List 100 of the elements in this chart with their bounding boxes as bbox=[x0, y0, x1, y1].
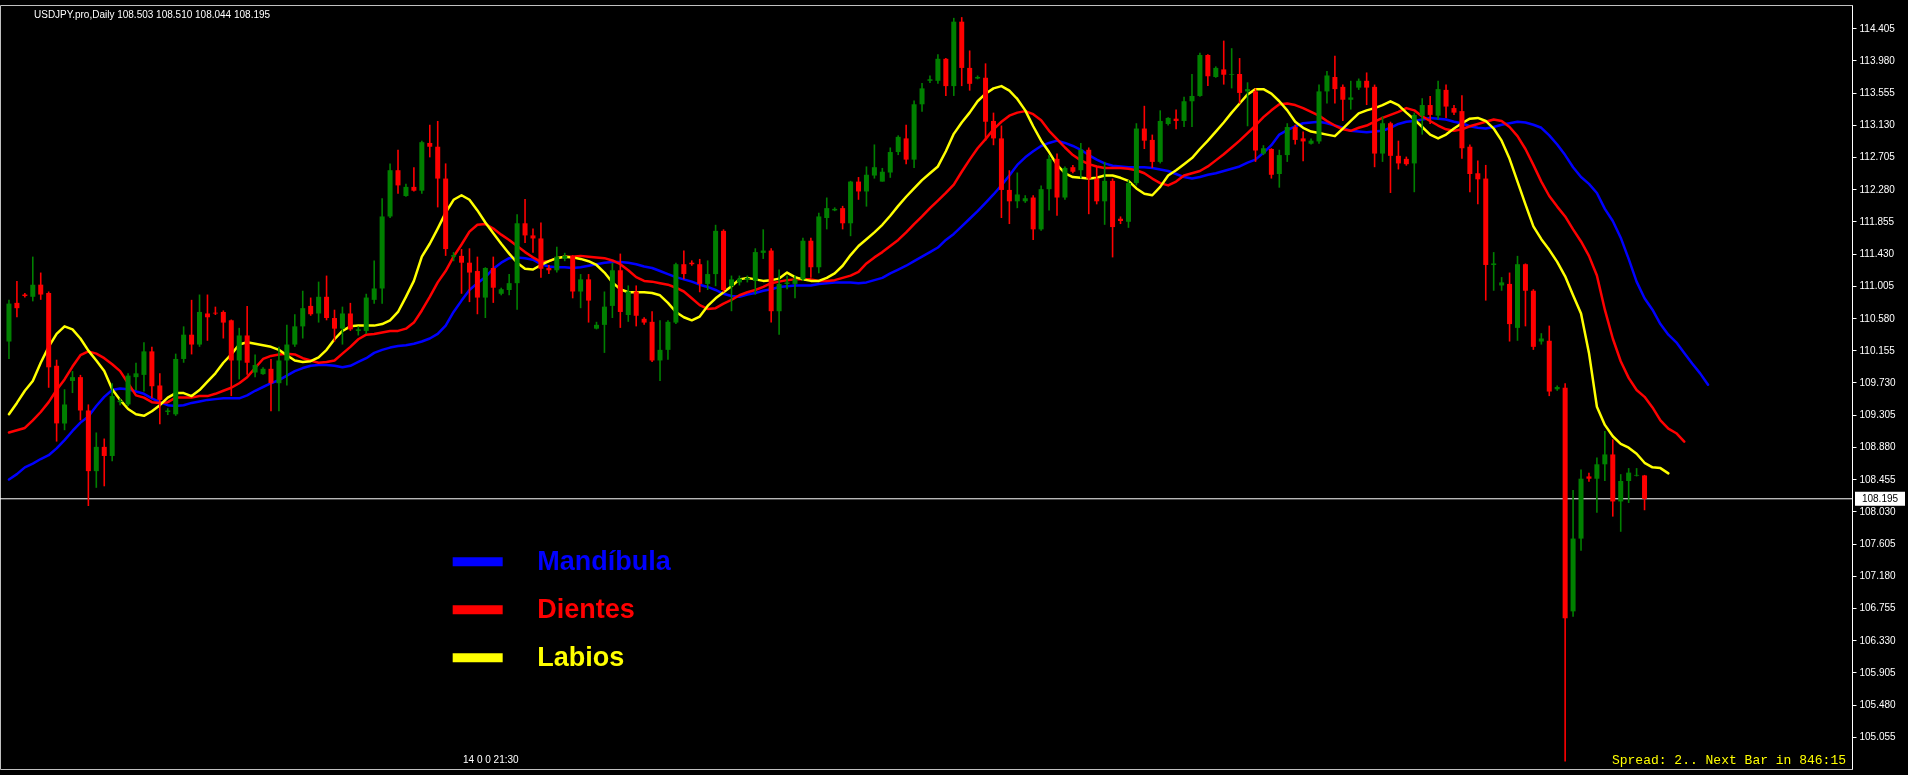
candlestick bbox=[1141, 105, 1147, 150]
y-tick-label: 105.905 bbox=[1859, 666, 1897, 678]
candlestick bbox=[459, 248, 465, 295]
candlestick bbox=[1149, 133, 1155, 169]
candlestick bbox=[1618, 473, 1624, 533]
annotation: 14 0 0 21:30 bbox=[463, 754, 520, 765]
candlestick bbox=[300, 289, 306, 340]
candlestick bbox=[347, 302, 353, 332]
y-tick-label: 109.305 bbox=[1859, 409, 1897, 421]
candlestick bbox=[1078, 142, 1084, 180]
y-tick-label: 112.705 bbox=[1859, 151, 1896, 163]
candlestick bbox=[887, 146, 893, 179]
y-tick-label: 107.605 bbox=[1859, 538, 1897, 550]
candlestick bbox=[1189, 73, 1195, 128]
candlestick bbox=[578, 273, 584, 309]
candlestick bbox=[871, 143, 877, 180]
candlestick bbox=[1245, 81, 1251, 128]
candlestick bbox=[157, 372, 163, 425]
candlestick bbox=[1364, 71, 1370, 106]
y-tick-label: 113.555 bbox=[1859, 87, 1896, 99]
candlestick bbox=[30, 255, 36, 303]
y-tick-label: 111.005 bbox=[1859, 280, 1895, 292]
candlestick bbox=[14, 280, 20, 319]
y-tick-label: 112.280 bbox=[1859, 183, 1896, 195]
candlestick bbox=[1443, 83, 1449, 119]
candlestick bbox=[1221, 39, 1227, 86]
candlestick bbox=[1006, 169, 1012, 225]
candlestick bbox=[141, 341, 147, 393]
candlestick bbox=[625, 284, 631, 323]
candlestick bbox=[856, 176, 862, 201]
candlestick bbox=[220, 309, 226, 340]
candlestick bbox=[601, 290, 607, 354]
candlestick bbox=[339, 305, 345, 346]
candlestick bbox=[1642, 474, 1648, 512]
y-tick-label: 105.055 bbox=[1859, 731, 1897, 743]
candlestick bbox=[308, 296, 314, 317]
y-tick-label: 106.330 bbox=[1859, 634, 1897, 646]
candlestick bbox=[276, 346, 282, 413]
candlestick bbox=[919, 82, 925, 113]
candlestick bbox=[316, 280, 322, 324]
candlestick bbox=[292, 313, 298, 348]
candlestick bbox=[1300, 130, 1306, 162]
candlestick bbox=[427, 123, 433, 159]
y-tick-label: 108.455 bbox=[1859, 473, 1897, 485]
candlestick bbox=[1205, 53, 1211, 87]
candlestick bbox=[554, 245, 560, 274]
candlestick bbox=[1419, 97, 1425, 136]
y-tick-label: 106.755 bbox=[1859, 602, 1897, 614]
candlestick bbox=[268, 358, 274, 413]
candlestick bbox=[530, 227, 536, 254]
candlestick bbox=[697, 258, 703, 294]
legend-label: Dientes bbox=[537, 593, 635, 624]
candlestick bbox=[863, 165, 869, 208]
candlestick bbox=[371, 259, 377, 305]
candlestick bbox=[657, 319, 663, 382]
candlestick bbox=[490, 255, 496, 304]
candlestick bbox=[1173, 108, 1179, 131]
candlestick bbox=[506, 273, 512, 297]
candlestick bbox=[728, 274, 734, 313]
candlestick bbox=[1332, 54, 1338, 105]
candlestick bbox=[824, 196, 830, 231]
y-tick-label: 109.730 bbox=[1859, 376, 1897, 388]
candlestick bbox=[165, 407, 171, 416]
candlestick bbox=[705, 259, 711, 291]
candlestick bbox=[466, 247, 472, 303]
candlestick bbox=[1594, 456, 1600, 514]
candlestick bbox=[101, 437, 107, 488]
candlestick bbox=[62, 388, 68, 431]
annotation: Spread: 2.. Next Bar in 846:15 bbox=[1611, 753, 1846, 768]
candlestick bbox=[1395, 139, 1401, 171]
candlestick bbox=[760, 228, 766, 260]
candlestick bbox=[927, 74, 933, 84]
candlestick bbox=[792, 274, 798, 300]
candlestick bbox=[1276, 148, 1282, 189]
y-tick-label: 107.180 bbox=[1859, 570, 1897, 582]
candlestick bbox=[69, 370, 75, 394]
candlestick bbox=[1602, 430, 1608, 482]
candlestick bbox=[1292, 123, 1298, 146]
candlestick bbox=[204, 293, 210, 342]
legend-label: Mandíbula bbox=[537, 545, 672, 576]
y-tick-label: 110.580 bbox=[1859, 312, 1896, 324]
candlestick bbox=[840, 205, 846, 231]
y-tick-label: 108.880 bbox=[1859, 441, 1897, 453]
candlestick bbox=[784, 274, 790, 291]
y-tick-label: 111.855 bbox=[1859, 215, 1895, 227]
candlestick bbox=[252, 353, 258, 378]
candlestick bbox=[546, 264, 552, 275]
candlestick bbox=[1229, 47, 1235, 90]
candlestick bbox=[284, 324, 290, 387]
candlestick bbox=[133, 361, 139, 391]
candlestick bbox=[1102, 161, 1108, 226]
candlestick bbox=[324, 274, 330, 322]
candlestick bbox=[681, 249, 687, 281]
candlestick bbox=[395, 148, 401, 195]
candlestick bbox=[189, 299, 195, 356]
ref-line-label: 108.195 bbox=[1861, 492, 1899, 504]
candlestick bbox=[1014, 171, 1020, 209]
y-tick-label: 105.480 bbox=[1859, 699, 1897, 711]
candlestick bbox=[967, 49, 973, 92]
y-tick-label: 110.155 bbox=[1859, 344, 1896, 356]
